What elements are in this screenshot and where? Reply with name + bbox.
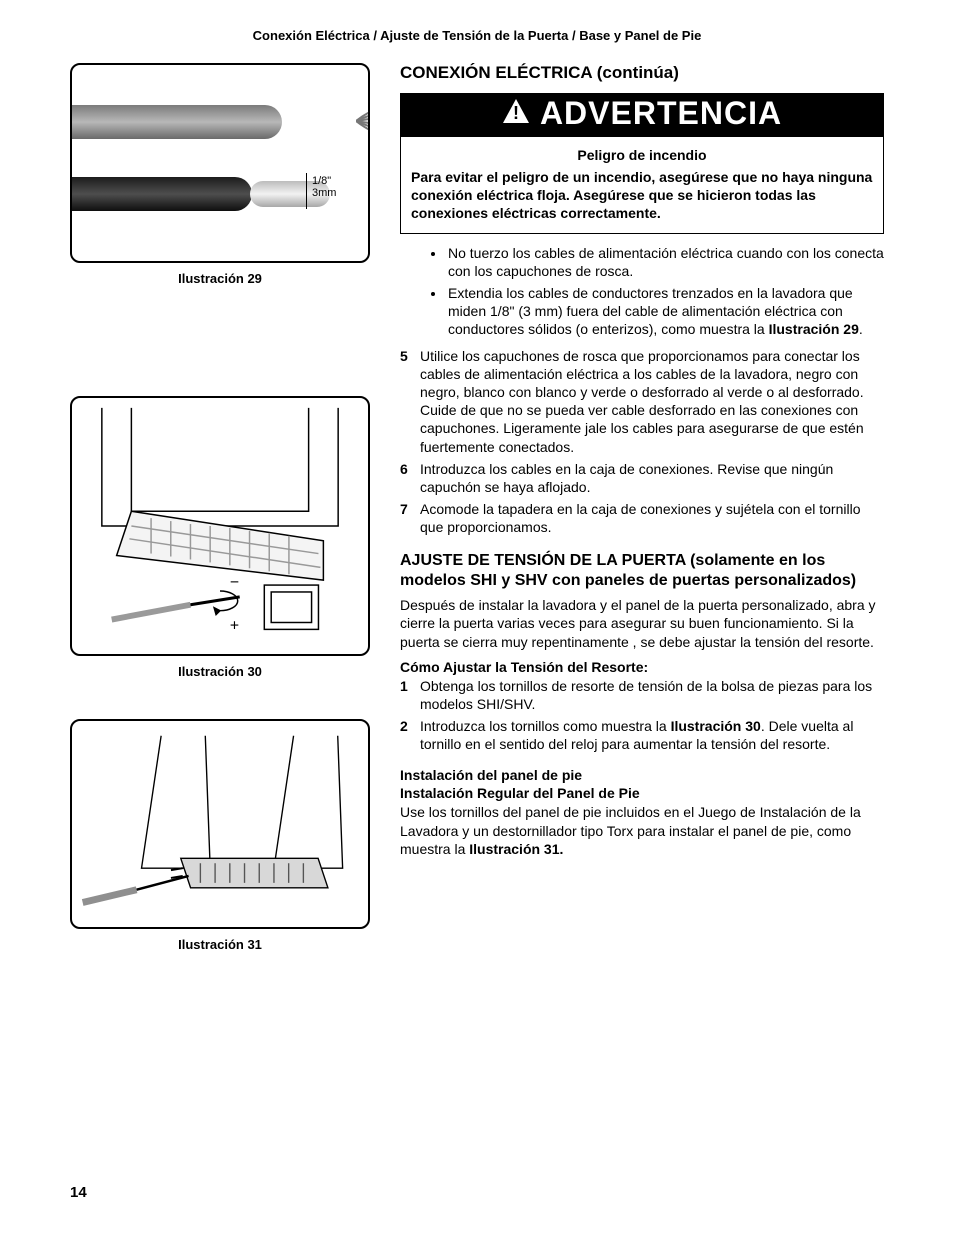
warning-triangle-icon: ! bbox=[502, 98, 530, 129]
step-text: Introduzca los tornillos como muestra la… bbox=[420, 717, 884, 753]
dimension-label: 1/8" 3mm bbox=[312, 175, 336, 199]
step-number: 7 bbox=[400, 500, 420, 536]
step-number: 1 bbox=[400, 677, 420, 713]
left-column: 1/8" 3mm Ilustración 29 bbox=[70, 63, 370, 952]
dimension-inch: 1/8" bbox=[312, 175, 331, 187]
bullet-text: No tuerzo los cables de alimentación elé… bbox=[448, 245, 884, 279]
step-text: Acomode la tapadera en la caja de conexi… bbox=[420, 500, 884, 536]
warning-body: Para evitar el peligro de un incendio, a… bbox=[411, 169, 873, 223]
wire-strands-icon bbox=[356, 101, 370, 141]
step-item: 6Introduzca los cables en la caja de con… bbox=[400, 460, 884, 496]
step-item: 7Acomode la tapadera en la caja de conex… bbox=[400, 500, 884, 536]
section-electrical-title: CONEXIÓN ELÉCTRICA (continúa) bbox=[400, 63, 884, 83]
plus-label: + bbox=[230, 617, 239, 634]
toe-panel-heading-1: Instalación del panel de pie bbox=[400, 767, 884, 783]
bullet-item: Extendia los cables de conductores trenz… bbox=[446, 284, 884, 339]
step-item: 2Introduzca los tornillos como muestra l… bbox=[400, 717, 884, 753]
bullet-list: No tuerzo los cables de alimentación elé… bbox=[446, 244, 884, 339]
section-door-tension-title: AJUSTE DE TENSIÓN DE LA PUERTA (solament… bbox=[400, 551, 884, 593]
figure-29: 1/8" 3mm bbox=[70, 63, 370, 263]
page-number: 14 bbox=[70, 1184, 87, 1201]
toe-panel-body-ref: Ilustración 31. bbox=[469, 841, 563, 857]
cable-stranded bbox=[70, 105, 282, 139]
bullet-item: No tuerzo los cables de alimentación elé… bbox=[446, 244, 884, 280]
step-text: Utilice los capuchones de rosca que prop… bbox=[420, 347, 884, 456]
step-text: Obtenga los tornillos de resorte de tens… bbox=[420, 677, 884, 713]
warning-banner: ! ADVERTENCIA bbox=[400, 93, 884, 136]
figure-30-caption: Ilustración 30 bbox=[70, 664, 370, 679]
svg-text:!: ! bbox=[513, 103, 519, 123]
right-column: CONEXIÓN ELÉCTRICA (continúa) ! ADVERTEN… bbox=[400, 63, 884, 952]
section-door-tension-body: Después de instalar la lavadora y el pan… bbox=[400, 596, 884, 651]
toe-panel-heading-2: Instalación Regular del Panel de Pie bbox=[400, 785, 884, 801]
figure-31 bbox=[70, 719, 370, 929]
step-number: 6 bbox=[400, 460, 420, 496]
dimension-mm: 3mm bbox=[312, 187, 336, 199]
figure-31-caption: Ilustración 31 bbox=[70, 937, 370, 952]
step-item: 1Obtenga los tornillos de resorte de ten… bbox=[400, 677, 884, 713]
spring-adjust-heading: Cómo Ajustar la Tensión del Resorte: bbox=[400, 659, 884, 675]
step-number: 2 bbox=[400, 717, 420, 753]
steps-spring: 1Obtenga los tornillos de resorte de ten… bbox=[400, 677, 884, 754]
warning-block: ! ADVERTENCIA Peligro de incendio Para e… bbox=[400, 93, 884, 234]
toe-panel-body: Use los tornillos del panel de pie inclu… bbox=[400, 803, 884, 858]
figure-29-caption: Ilustración 29 bbox=[70, 271, 370, 286]
warning-subtitle: Peligro de incendio bbox=[411, 147, 873, 163]
page-header: Conexión Eléctrica / Ajuste de Tensión d… bbox=[70, 28, 884, 43]
steps-electrical: 5Utilice los capuchones de rosca que pro… bbox=[400, 347, 884, 537]
page-columns: 1/8" 3mm Ilustración 29 bbox=[70, 63, 884, 952]
warning-word: ADVERTENCIA bbox=[540, 95, 782, 132]
minus-label: − bbox=[230, 574, 239, 591]
bullet-text: Extendia los cables de conductores trenz… bbox=[448, 285, 863, 337]
step-text: Introduzca los cables en la caja de cone… bbox=[420, 460, 884, 496]
step-number: 5 bbox=[400, 347, 420, 456]
step-item: 5Utilice los capuchones de rosca que pro… bbox=[400, 347, 884, 456]
cable-solid-jacket bbox=[70, 177, 252, 211]
figure-30: − + bbox=[70, 396, 370, 656]
